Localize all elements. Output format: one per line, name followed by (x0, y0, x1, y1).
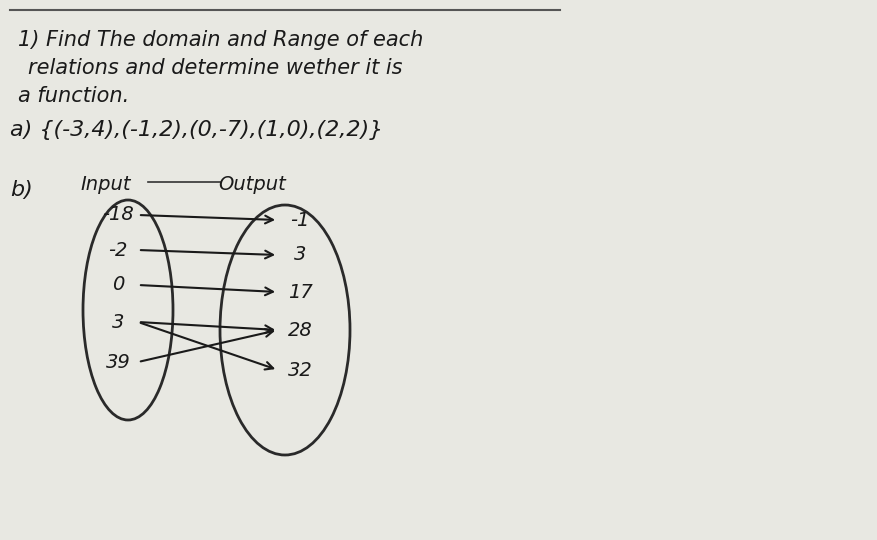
Text: -18: -18 (102, 206, 133, 225)
Text: 0: 0 (111, 275, 124, 294)
Text: a function.: a function. (18, 86, 129, 106)
Text: Output: Output (217, 175, 285, 194)
Text: -2: -2 (108, 240, 127, 260)
Text: 1) Find The domain and Range of each: 1) Find The domain and Range of each (18, 30, 423, 50)
Text: 3: 3 (294, 246, 306, 265)
Text: relations and determine wether it is: relations and determine wether it is (28, 58, 402, 78)
Text: 3: 3 (111, 313, 124, 332)
Text: b): b) (10, 180, 32, 200)
Text: 17: 17 (288, 282, 312, 301)
Text: a) {(-3,4),(-1,2),(0,-7),(1,0),(2,2)}: a) {(-3,4),(-1,2),(0,-7),(1,0),(2,2)} (10, 120, 383, 140)
Text: 28: 28 (288, 321, 312, 340)
Text: -1: -1 (290, 211, 310, 229)
Text: Input: Input (80, 175, 131, 194)
Text: 32: 32 (288, 361, 312, 380)
Text: 39: 39 (105, 353, 130, 372)
